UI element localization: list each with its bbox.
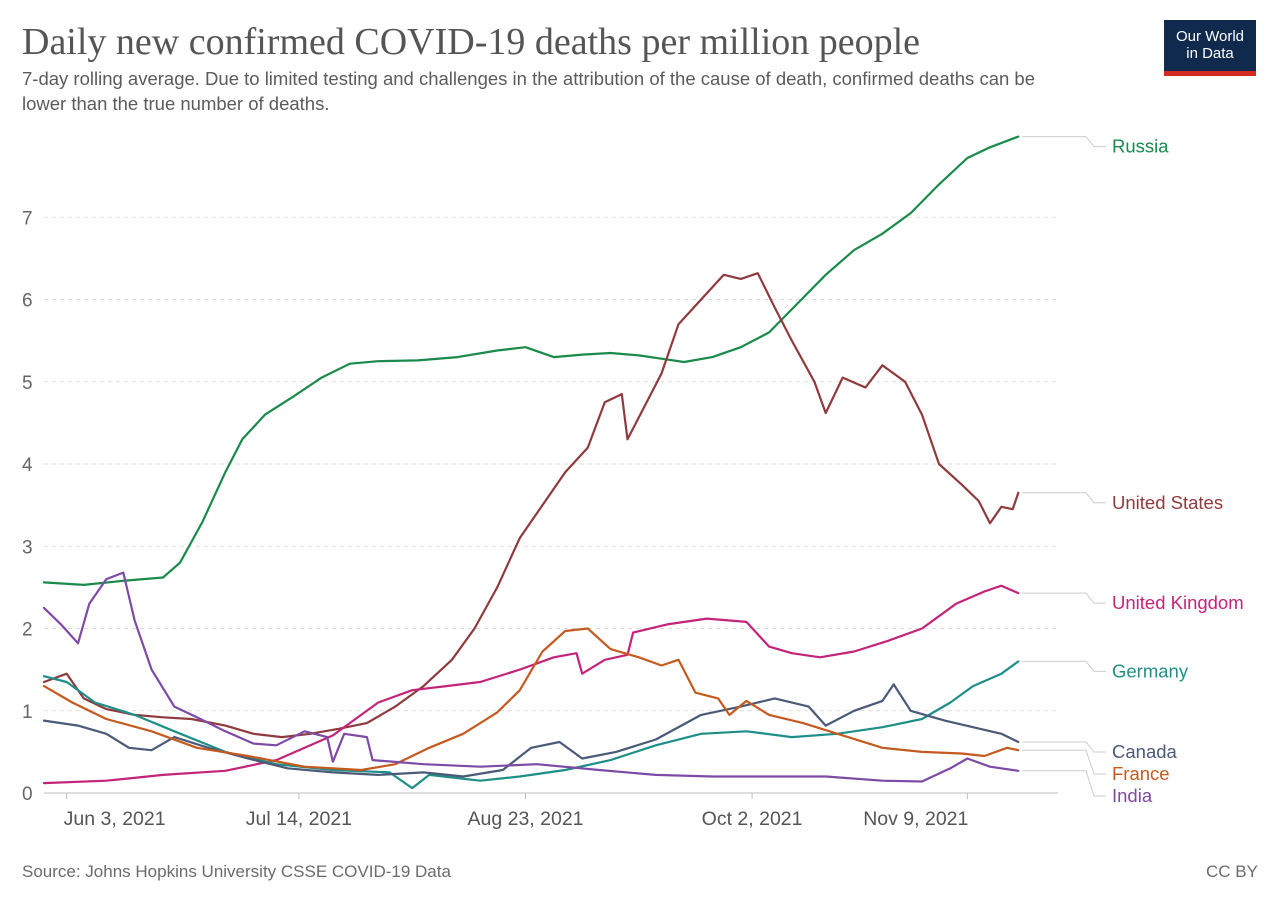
series-labels: Russia United States United Kingdom Germany… [1022, 136, 1244, 806]
series-label-canada[interactable]: Canada [1112, 741, 1178, 762]
series-label-connector [1022, 492, 1106, 504]
y-tick-label: 5 [22, 373, 33, 394]
y-tick-label: 3 [22, 537, 33, 558]
series-line-united-states[interactable] [42, 272, 1020, 739]
series-label-united-states[interactable]: United States [1112, 492, 1223, 513]
grid-lines: 0 1 2 3 4 5 6 7 [22, 208, 1058, 805]
series-label-connector [1022, 770, 1106, 797]
series-label-connector [1022, 660, 1106, 672]
x-tick-label: Oct 2, 2021 [702, 808, 803, 830]
y-tick-label: 7 [22, 208, 33, 229]
y-tick-label: 0 [22, 784, 33, 805]
series-lines [42, 135, 1020, 790]
x-tick-label: Nov 9, 2021 [863, 808, 968, 830]
our-world-in-data-logo[interactable]: Our World in Data [1164, 20, 1256, 76]
source-note: Source: Johns Hopkins University CSSE CO… [22, 862, 451, 881]
y-tick-label: 1 [22, 702, 33, 723]
chart-subtitle: 7-day rolling average. Due to limited te… [22, 68, 1035, 114]
y-tick-label: 2 [22, 620, 33, 641]
series-label-united-kingdom[interactable]: United Kingdom [1112, 592, 1244, 613]
series-line-france[interactable] [42, 627, 1020, 772]
logo-line-2: in Data [1186, 45, 1234, 62]
series-label-france[interactable]: France [1112, 763, 1170, 784]
series-line-germany[interactable] [42, 660, 1020, 790]
x-tick-label: Jul 14, 2021 [246, 808, 352, 830]
series-label-russia[interactable]: Russia [1112, 136, 1169, 157]
series-line-russia[interactable] [42, 135, 1020, 586]
series-line-canada[interactable] [42, 683, 1020, 778]
series-line-united-kingdom[interactable] [42, 584, 1020, 785]
series-label-connector [1022, 741, 1106, 753]
series-label-india[interactable]: India [1112, 785, 1153, 806]
y-tick-label: 6 [22, 291, 33, 312]
logo-line-1: Our World [1175, 28, 1245, 45]
series-label-connector [1022, 749, 1106, 775]
series-label-connector [1022, 592, 1106, 604]
y-tick-label: 4 [22, 455, 33, 476]
series-line-india[interactable] [42, 571, 1020, 783]
x-axis: Jun 3, 2021 Jul 14, 2021 Aug 23, 2021 Oct 2… [64, 793, 968, 830]
x-tick-label: Aug 23, 2021 [467, 808, 583, 830]
series-label-germany[interactable]: Germany [1112, 660, 1189, 681]
x-tick-label: Jun 3, 2021 [64, 808, 166, 830]
license-link[interactable]: CC BY [1206, 862, 1258, 881]
chart-title: Daily new confirmed COVID-19 deaths per … [22, 21, 921, 63]
series-label-connector [1022, 136, 1106, 148]
